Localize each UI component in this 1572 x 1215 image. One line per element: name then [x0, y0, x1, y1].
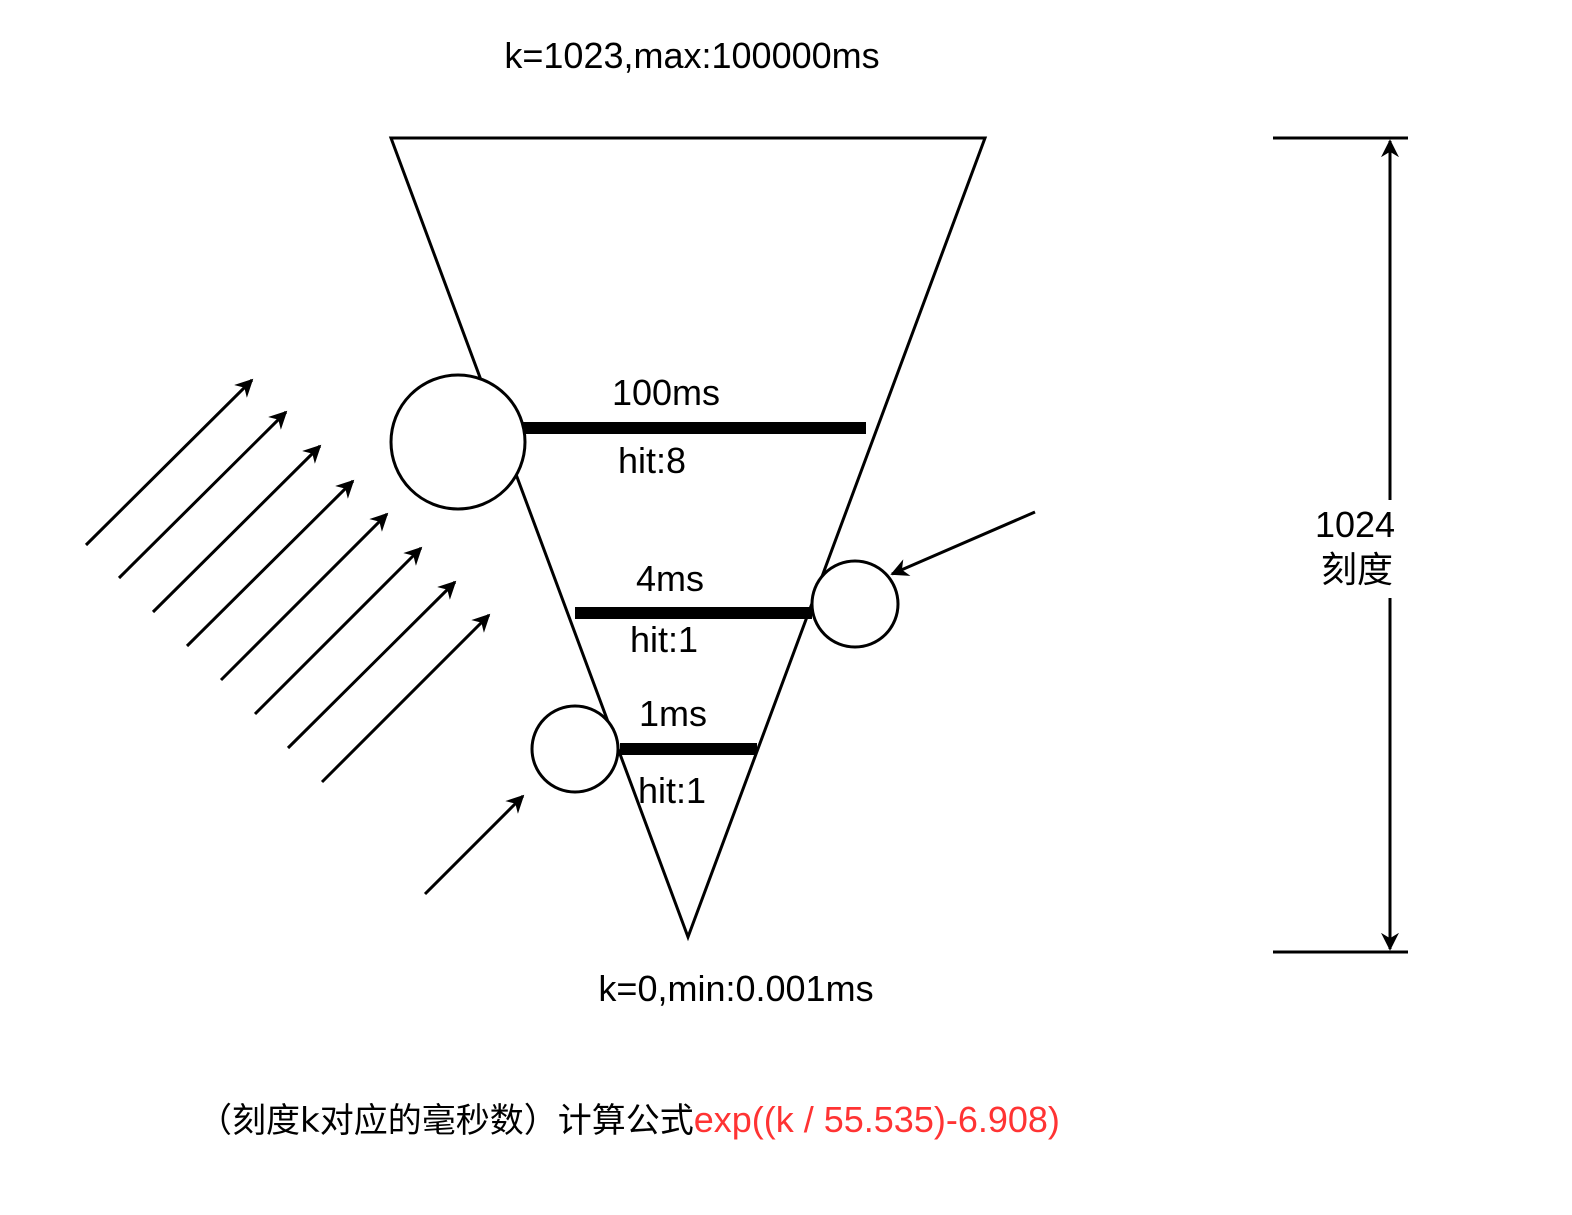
- scale-unit-label: 刻度: [1320, 550, 1394, 591]
- level-label-4ms: 4ms: [635, 558, 705, 599]
- hit-arrow: [185, 479, 355, 648]
- hit-label-100ms: hit:8: [617, 440, 687, 481]
- hit-arrow-1ms: [423, 794, 525, 896]
- hit-arrow-4ms: [890, 510, 1036, 576]
- top-label: k=1023,max:100000ms: [504, 35, 880, 76]
- hit-label-1ms: hit:1: [637, 770, 707, 811]
- formula-expression: exp((k / 55.535)-6.908): [693, 1099, 1060, 1140]
- hit-arrow: [286, 580, 457, 750]
- hit-arrow: [84, 378, 254, 547]
- formula-line: （刻度k对应的毫秒数）计算公式exp((k / 55.535)-6.908): [198, 1099, 1060, 1141]
- level-label-1ms: 1ms: [638, 693, 708, 734]
- bucket-circle-100ms: [389, 373, 527, 511]
- formula-prefix: （刻度k对应的毫秒数）计算公式: [198, 1101, 694, 1141]
- bottom-label: k=0,min:0.001ms: [598, 968, 874, 1009]
- hit-arrow: [320, 613, 491, 784]
- hit-arrow: [253, 546, 423, 716]
- scale-value-label: 1024: [1314, 504, 1396, 545]
- funnel-triangle: [388, 136, 988, 942]
- hit-label-4ms: hit:1: [629, 619, 699, 660]
- hit-arrow: [151, 444, 322, 614]
- hit-arrow: [219, 512, 389, 682]
- hit-arrow: [117, 410, 288, 580]
- level-label-100ms: 100ms: [611, 372, 721, 413]
- bucket-circle-1ms: [530, 704, 620, 794]
- bucket-circle-4ms: [810, 559, 900, 649]
